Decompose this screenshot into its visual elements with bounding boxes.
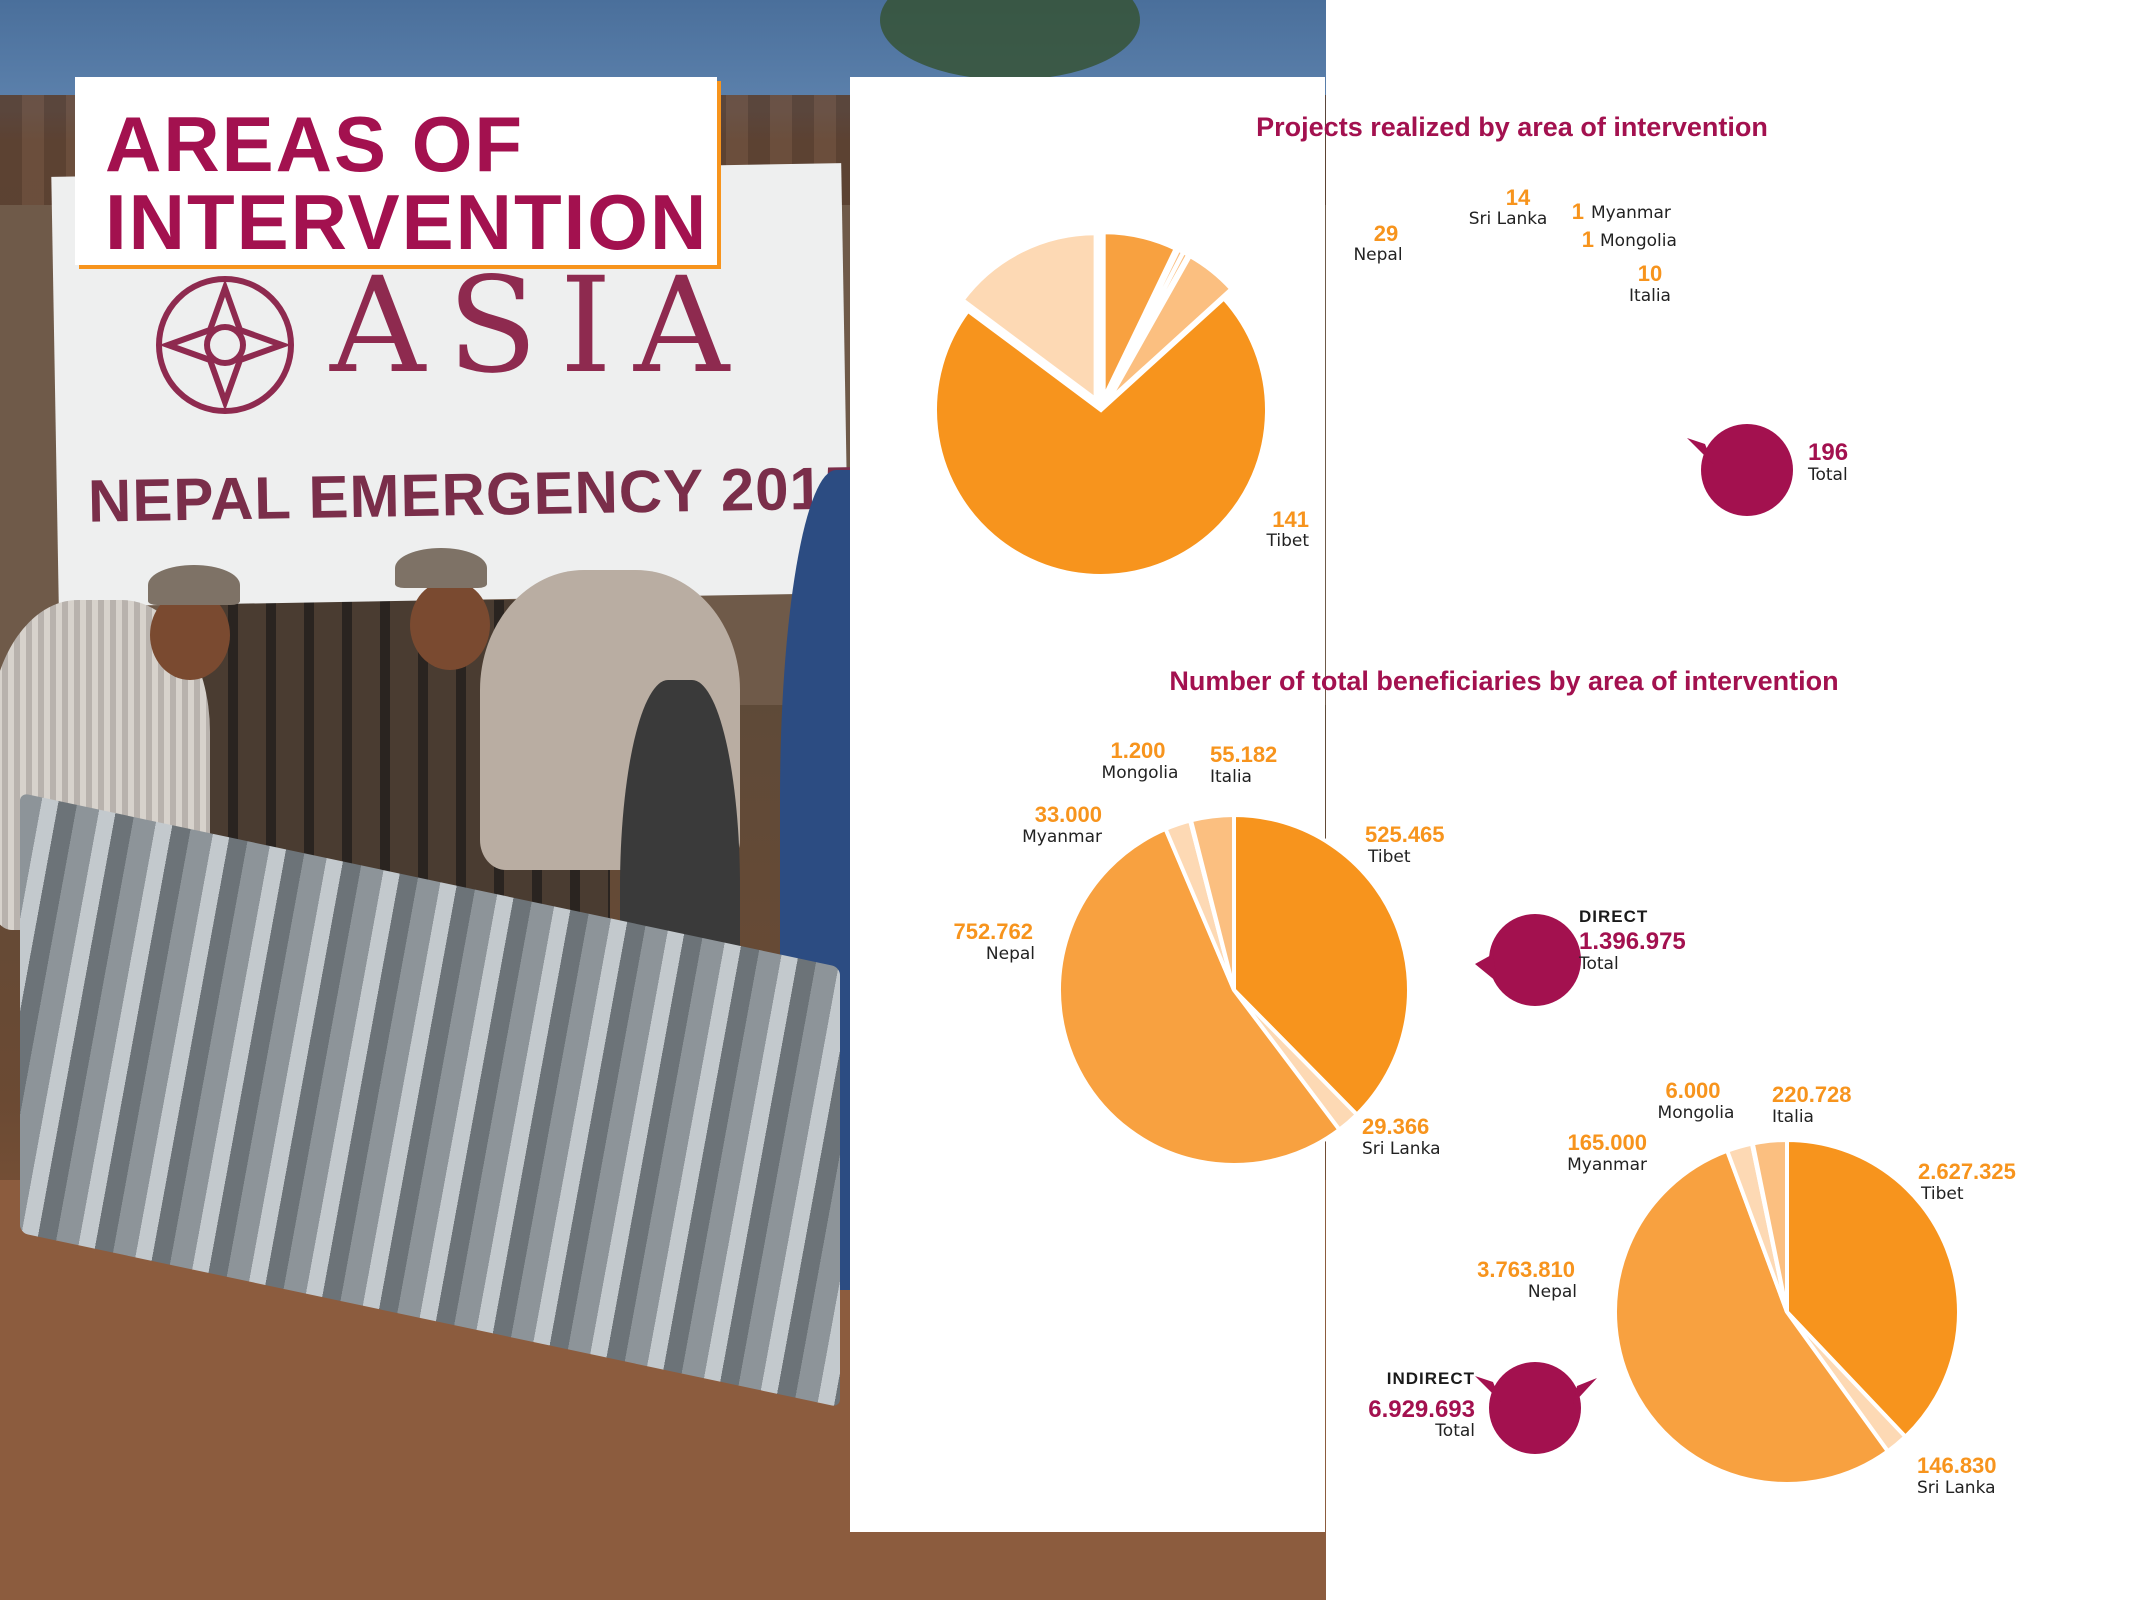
slice-name-label: Mongolia bbox=[1600, 231, 1677, 251]
total-bubble-icon bbox=[1687, 424, 1793, 516]
banner-logo-text: ASIA bbox=[330, 249, 752, 403]
worker-face bbox=[410, 580, 490, 670]
pie-slice-mongolia bbox=[1104, 249, 1191, 401]
worker-face bbox=[150, 590, 230, 680]
pie-slice-nepal bbox=[1613, 1148, 1891, 1487]
slice-value-label: 165.000 bbox=[1567, 1130, 1647, 1155]
page-title-line-1: AREAS OF bbox=[105, 100, 525, 188]
slice-value-label: 55.182 bbox=[1210, 742, 1277, 767]
total-value: 196 bbox=[1808, 439, 1848, 466]
pie-chart-2 bbox=[1057, 812, 1411, 1167]
total-bubble-icon bbox=[1475, 914, 1581, 1006]
slice-name-label: Sri Lanka bbox=[1469, 209, 1548, 229]
chart-title: Projects realized by area of interventio… bbox=[1256, 112, 1768, 142]
pie-slice-tibet bbox=[1785, 1137, 1961, 1440]
slice-value-label: 525.465 bbox=[1365, 822, 1445, 847]
slice-name-label: Tibet bbox=[1367, 847, 1411, 867]
slice-value-label: 1 bbox=[1582, 227, 1594, 252]
slice-value-label: 3.763.810 bbox=[1477, 1257, 1575, 1282]
pie-slice-nepal bbox=[959, 231, 1098, 404]
slice-name-label: Mongolia bbox=[1658, 1103, 1735, 1123]
slice-value-label: 146.830 bbox=[1917, 1453, 1997, 1478]
slice-name-label: Nepal bbox=[1528, 1282, 1577, 1302]
slice-value-label: 33.000 bbox=[1035, 802, 1102, 827]
total-value: 6.929.693 bbox=[1368, 1396, 1475, 1423]
total-label: Total bbox=[1578, 954, 1619, 974]
slice-name-label: Myanmar bbox=[1022, 827, 1102, 847]
slice-value-label: 1.200 bbox=[1110, 738, 1165, 763]
slice-name-label: Tibet bbox=[1920, 1184, 1964, 1204]
slice-value-label: 1 bbox=[1572, 199, 1584, 224]
title-box: AREAS OF INTERVENTION bbox=[75, 77, 717, 265]
slice-name-label: Myanmar bbox=[1591, 203, 1671, 223]
page-title-line-2: INTERVENTION bbox=[105, 178, 709, 266]
worker-cap bbox=[148, 565, 240, 605]
slice-value-label: 2.627.325 bbox=[1918, 1159, 2016, 1184]
total-value: 1.396.975 bbox=[1579, 928, 1686, 955]
slice-value-label: 220.728 bbox=[1772, 1082, 1852, 1107]
slice-value-label: 14 bbox=[1506, 185, 1531, 210]
slice-value-label: 10 bbox=[1638, 261, 1662, 286]
pie-slice-italia bbox=[1750, 1137, 1789, 1313]
pie-slice-sri-lanka bbox=[1101, 230, 1179, 400]
slice-name-label: Mongolia bbox=[1102, 763, 1179, 783]
chart-title: Number of total beneficiaries by area of… bbox=[1169, 666, 1838, 696]
slice-name-label: Italia bbox=[1629, 286, 1671, 306]
pie-slice-italia bbox=[1188, 812, 1236, 991]
slice-value-label: 6.000 bbox=[1665, 1078, 1720, 1103]
total-label: Total bbox=[1807, 465, 1848, 485]
pie-slice-tibet bbox=[933, 295, 1269, 578]
slice-name-label: Nepal bbox=[1353, 245, 1402, 265]
total-bubble-icon bbox=[1475, 1362, 1597, 1454]
total-caption: INDIRECT bbox=[1387, 1369, 1475, 1388]
pie-chart-1 bbox=[933, 230, 1269, 578]
pie-chart-3 bbox=[1613, 1137, 1961, 1487]
slice-value-label: 752.762 bbox=[953, 919, 1033, 944]
slice-value-label: 29 bbox=[1374, 221, 1398, 246]
slice-name-label: Nepal bbox=[986, 944, 1035, 964]
slice-value-label: 29.366 bbox=[1362, 1114, 1429, 1139]
slice-name-label: Sri Lanka bbox=[1917, 1478, 1996, 1498]
pie-slice-italia bbox=[1106, 253, 1235, 403]
pie-slice-nepal bbox=[1057, 826, 1343, 1167]
total-caption: DIRECT bbox=[1579, 907, 1648, 926]
asia-star-logo-icon bbox=[156, 276, 294, 414]
slice-name-label: Italia bbox=[1210, 767, 1252, 787]
slice-name-label: Myanmar bbox=[1567, 1155, 1647, 1175]
total-label: Total bbox=[1434, 1421, 1475, 1441]
slice-name-label: Tibet bbox=[1266, 531, 1310, 551]
slice-name-label: Italia bbox=[1772, 1107, 1814, 1127]
slice-name-label: Sri Lanka bbox=[1362, 1139, 1441, 1159]
slice-value-label: 141 bbox=[1272, 507, 1309, 532]
pie-slice-tibet bbox=[1232, 812, 1411, 1118]
worker-cap bbox=[395, 548, 487, 588]
